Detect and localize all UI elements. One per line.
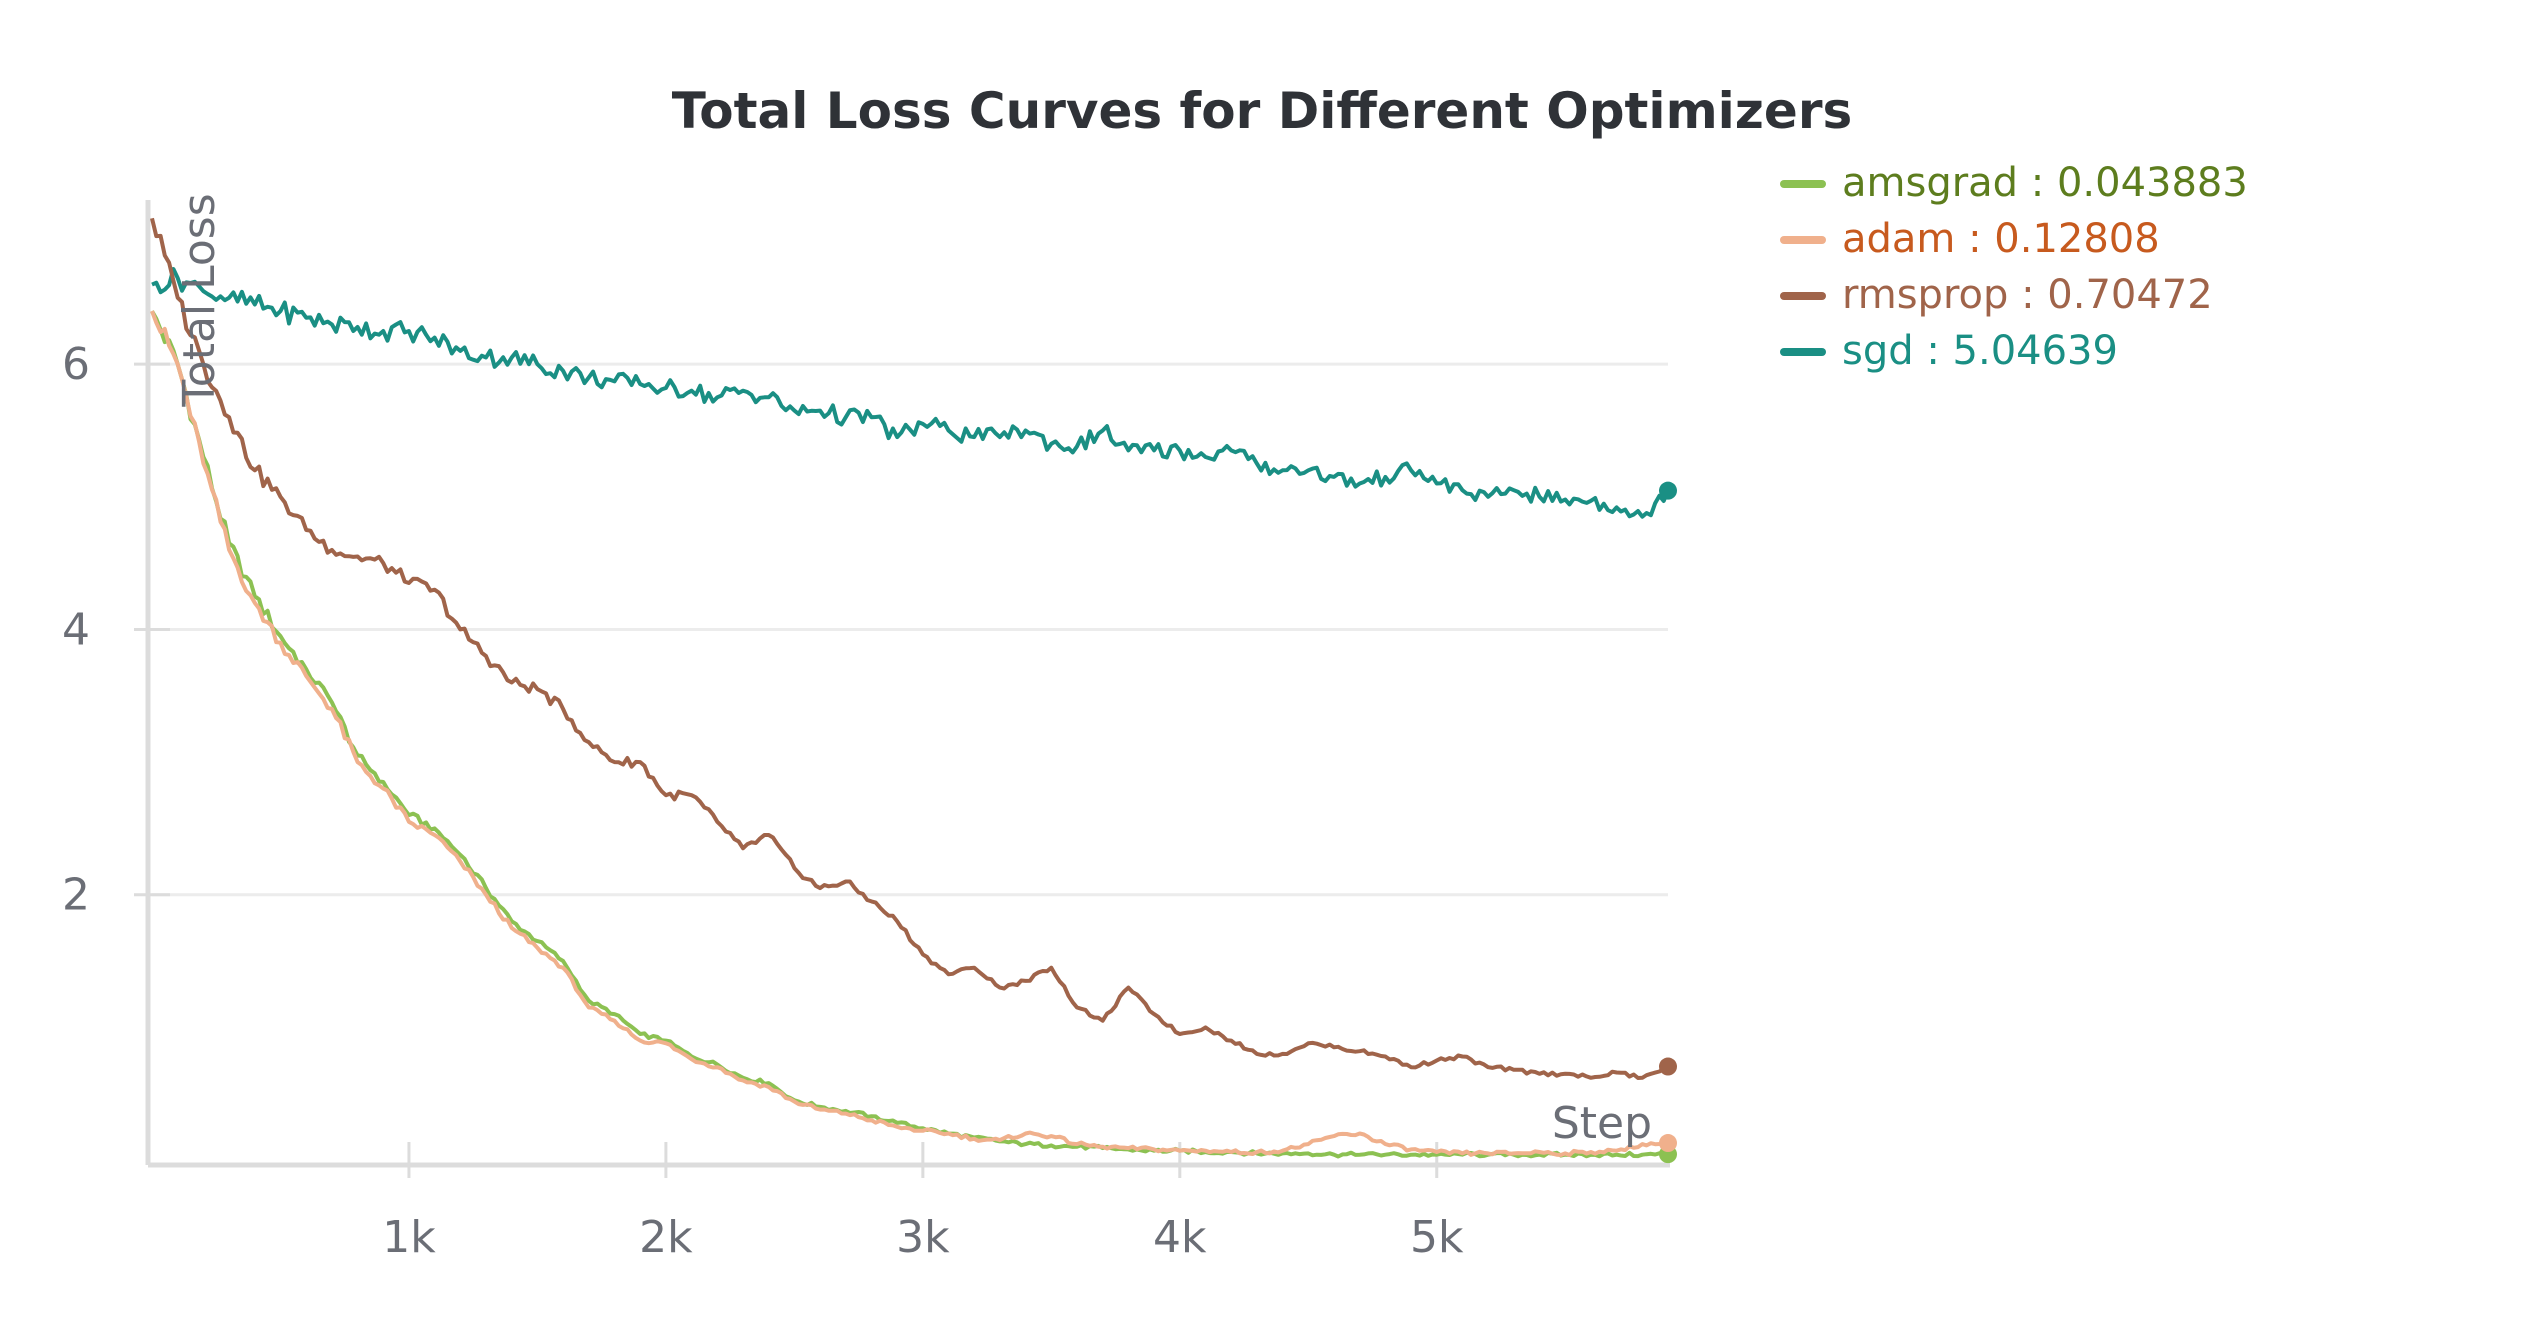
series-endpoints — [1659, 481, 1677, 1164]
y-tick-label: 4 — [62, 604, 90, 655]
series-endpoint-rmsprop — [1659, 1057, 1677, 1076]
axes — [145, 200, 1670, 1168]
legend-label-rmsprop: rmsprop : 0.70472 — [1842, 272, 2213, 318]
legend-label-amsgrad: amsgrad : 0.043883 — [1842, 160, 2248, 206]
series-endpoint-adam — [1659, 1134, 1677, 1153]
series-lines — [150, 217, 1670, 1159]
y-axis-title: Total Loss — [174, 193, 225, 407]
y-tick-label: 2 — [62, 870, 90, 921]
series-line-rmsprop — [150, 217, 1669, 1080]
grid-lines — [134, 362, 1668, 1178]
x-tick-label: 5k — [1410, 1212, 1464, 1263]
x-tick-label: 4k — [1153, 1212, 1207, 1263]
x-tick-label: 2k — [639, 1212, 693, 1263]
y-tick-label: 6 — [62, 339, 90, 390]
chart-title: Total Loss Curves for Different Optimize… — [672, 82, 1852, 140]
legend: amsgrad : 0.043883 adam : 0.12808 rmsprop … — [1780, 160, 2248, 374]
series-endpoint-sgd — [1659, 481, 1677, 500]
x-tick-label: 1k — [382, 1212, 436, 1263]
tick-labels: 2 4 6 1k 2k 3k 4k 5k — [62, 339, 1464, 1263]
legend-label-adam: adam : 0.12808 — [1842, 216, 2160, 262]
legend-label-sgd: sgd : 5.04639 — [1842, 328, 2118, 374]
x-axis-title: Step — [1552, 1098, 1652, 1149]
series-line-adam — [150, 310, 1669, 1157]
series-line-amsgrad — [150, 310, 1669, 1159]
series-line-sgd — [151, 267, 1670, 519]
x-tick-label: 3k — [896, 1212, 950, 1263]
